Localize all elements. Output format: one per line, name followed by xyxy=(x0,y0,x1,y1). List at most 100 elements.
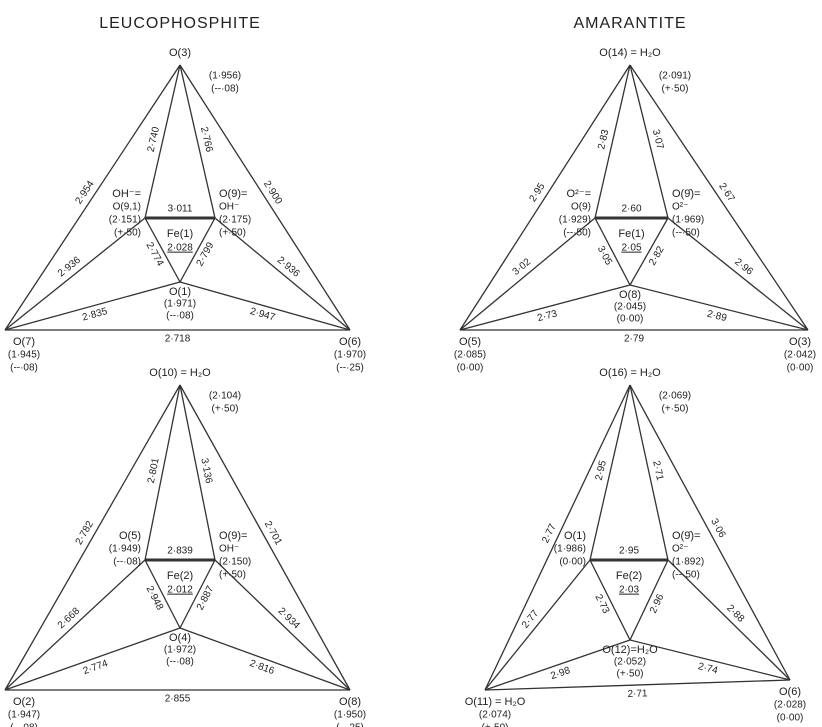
node-label: (2·052) xyxy=(614,657,646,668)
node-label: (+·50) xyxy=(482,723,509,727)
node-label: O(9) xyxy=(571,202,591,213)
node-label: O(8) xyxy=(619,289,641,301)
center-value: 2·03 xyxy=(619,585,639,596)
edge-label: 3·06 xyxy=(708,517,727,540)
node-label: O(14) = H₂O xyxy=(599,47,661,59)
title: AMARANTITE xyxy=(573,15,686,32)
node-label: O(6) xyxy=(779,686,801,698)
node-label: (2·069) xyxy=(659,391,691,402)
edge-label: 2·936 xyxy=(56,255,83,280)
center-value: 2·012 xyxy=(167,585,193,596)
edge-label: 2·67 xyxy=(716,181,737,204)
edge-label: 2·74 xyxy=(697,661,720,677)
edge-label: 2·79 xyxy=(624,334,644,345)
edge-label: 2·954 xyxy=(73,179,97,207)
node-label: O(5) xyxy=(119,530,141,542)
edge-label: 2·98 xyxy=(549,665,572,682)
node-label: (2·028) xyxy=(774,700,806,711)
node-label: (+·50) xyxy=(219,570,246,581)
node-label: (1·950) xyxy=(334,710,366,721)
edge-label: 2·71 xyxy=(650,460,665,482)
node-label: (--·08) xyxy=(166,311,194,322)
center-label: Fe(1) xyxy=(618,228,644,240)
node-label: O(5) xyxy=(459,336,481,348)
edge-label: 2·95 xyxy=(619,546,639,557)
edge xyxy=(484,639,631,691)
node-label: (+·50) xyxy=(114,228,141,239)
node-label: (1·969) xyxy=(672,215,704,226)
edge xyxy=(4,217,146,331)
edge xyxy=(214,559,351,691)
center-label: Fe(2) xyxy=(167,570,193,582)
edge-label: 2·934 xyxy=(276,606,302,632)
edge-label: 2·766 xyxy=(198,126,215,154)
node-label: (+·50) xyxy=(219,228,246,239)
node-label: (--·50) xyxy=(563,228,591,239)
node-label: (--·50) xyxy=(672,228,700,239)
edge-label: 3·07 xyxy=(650,128,666,151)
node-label: O(12)=H₂O xyxy=(602,644,658,656)
node-label: (2·150) xyxy=(219,557,251,568)
node-label: (--·50) xyxy=(672,570,700,581)
node-label: OH⁻ xyxy=(219,544,239,555)
edge-label: 2·740 xyxy=(146,125,163,153)
edge xyxy=(629,217,669,286)
node-label: O(2) xyxy=(13,696,35,708)
edge-label: 2·948 xyxy=(144,584,166,612)
edge xyxy=(484,559,591,691)
edge xyxy=(4,281,181,331)
node-label: O(8) xyxy=(339,696,361,708)
node-label: O(9)= xyxy=(219,188,247,200)
edge xyxy=(179,217,216,283)
node-label: (--·08) xyxy=(166,657,194,668)
edge xyxy=(179,281,351,331)
center-label: Fe(2) xyxy=(616,570,642,582)
edge-label: 2·839 xyxy=(167,546,193,557)
edge-label: 2·83 xyxy=(596,128,611,150)
node-label: (0·00) xyxy=(559,557,586,568)
node-label: (0·00) xyxy=(457,363,484,374)
node-label: (2·045) xyxy=(614,302,646,313)
node-label: (--·08) xyxy=(10,363,38,374)
node-label: O(10) = H₂O xyxy=(149,367,211,379)
edge xyxy=(179,384,216,561)
edge-label: 2·701 xyxy=(262,519,284,547)
node-label: (--·25) xyxy=(336,363,364,374)
node-label: (1·949) xyxy=(109,544,141,555)
edge xyxy=(144,384,181,561)
edge xyxy=(179,559,216,629)
edge xyxy=(629,384,669,561)
edge xyxy=(144,559,181,629)
edge xyxy=(214,217,351,331)
node-label: (1·945) xyxy=(8,350,40,361)
node-label: (1·971) xyxy=(164,299,196,310)
edge xyxy=(144,217,181,283)
node-label: (1·956) xyxy=(209,71,241,82)
edge xyxy=(629,64,669,219)
node-label: O²⁻ xyxy=(672,544,688,555)
node-label: (0·00) xyxy=(777,713,804,724)
edge-label: 2·95 xyxy=(528,181,548,204)
node-label: (2·104) xyxy=(209,391,241,402)
node-label: (1·929) xyxy=(559,215,591,226)
edge xyxy=(4,64,181,331)
edge-label: 2·936 xyxy=(275,255,302,280)
edge xyxy=(484,679,791,691)
edge-label: 2·96 xyxy=(732,257,755,278)
node-label: O(4) xyxy=(169,632,191,644)
node-label: (1·972) xyxy=(164,645,196,656)
edge-label: 2·82 xyxy=(647,244,667,267)
node-label: O(11) = H₂O xyxy=(465,696,526,708)
node-label: (+·50) xyxy=(662,84,689,95)
edge-label: 2·855 xyxy=(165,694,191,705)
node-label: O(7) xyxy=(13,336,35,348)
edge xyxy=(179,384,351,691)
node-label: (--·25) xyxy=(336,723,364,727)
edge-label: 2·718 xyxy=(165,334,191,345)
node-label: O(3) xyxy=(789,336,811,348)
edge-label: 3·011 xyxy=(168,204,193,215)
node-label: (2·085) xyxy=(454,350,486,361)
edge-label: 2·71 xyxy=(627,688,648,700)
edge xyxy=(4,559,146,691)
